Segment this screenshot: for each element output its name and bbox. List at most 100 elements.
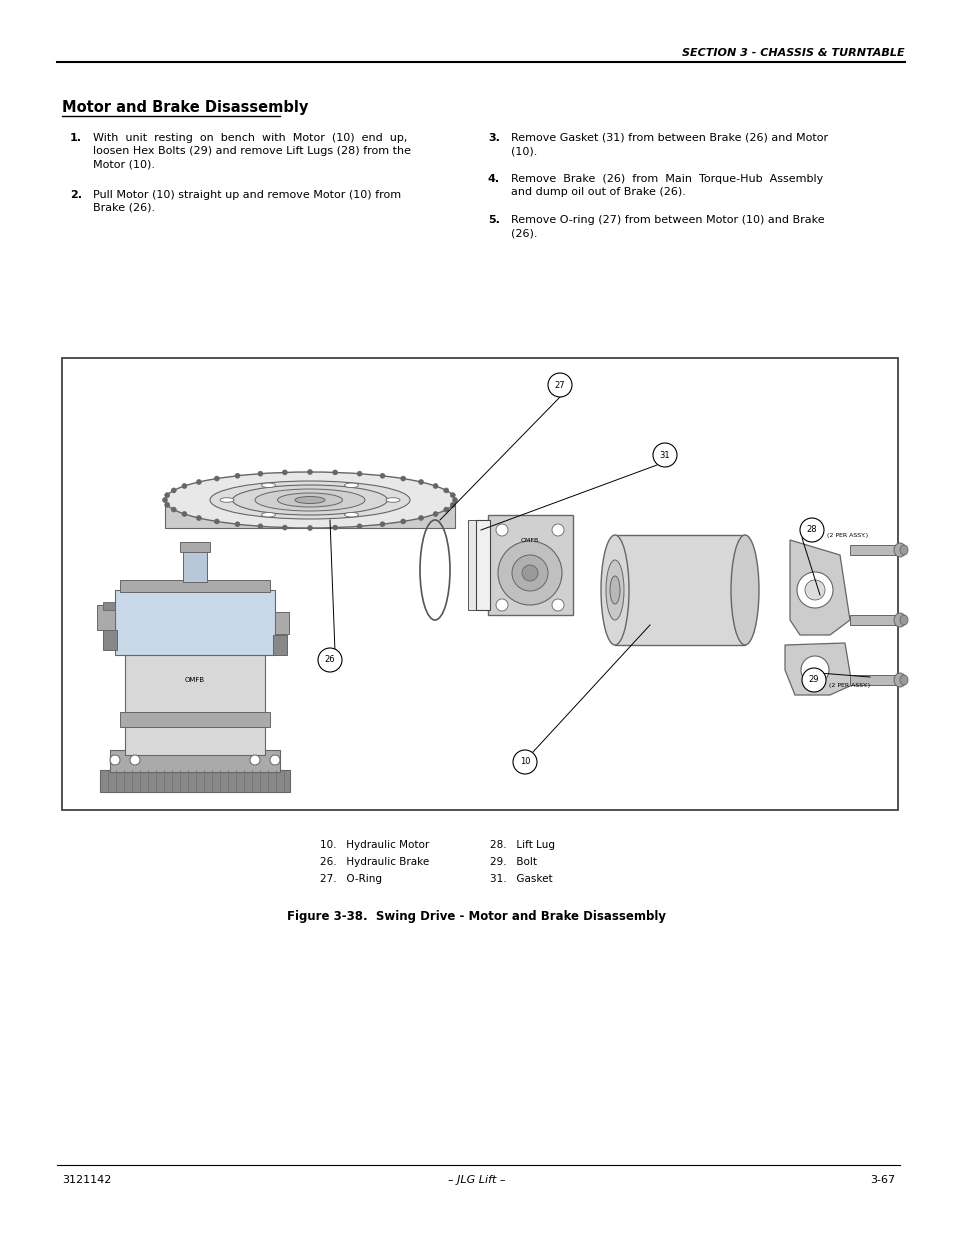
Circle shape [333, 525, 337, 530]
Circle shape [165, 493, 170, 498]
Text: 28.   Lift Lug: 28. Lift Lug [490, 840, 555, 850]
Ellipse shape [386, 498, 399, 503]
Text: 26: 26 [324, 656, 335, 664]
Bar [468, 520, 477, 610]
Ellipse shape [165, 472, 455, 529]
Circle shape [552, 599, 563, 611]
Polygon shape [784, 643, 851, 695]
Ellipse shape [899, 676, 907, 685]
Circle shape [400, 519, 405, 524]
Circle shape [172, 488, 176, 493]
Ellipse shape [344, 513, 358, 517]
Circle shape [196, 479, 201, 484]
Circle shape [182, 483, 187, 489]
Text: 29: 29 [808, 676, 819, 684]
Ellipse shape [893, 673, 905, 687]
Circle shape [433, 511, 437, 516]
Bar [62, 358, 897, 810]
Circle shape [512, 555, 547, 592]
Bar [125, 650, 265, 755]
Ellipse shape [210, 480, 410, 519]
Ellipse shape [261, 513, 275, 517]
Circle shape [804, 580, 824, 600]
Bar [849, 676, 899, 685]
Text: 1.: 1. [70, 133, 82, 143]
Text: 29.   Bolt: 29. Bolt [490, 857, 537, 867]
Circle shape [234, 473, 240, 478]
Polygon shape [789, 540, 849, 635]
Text: With  unit  resting  on  bench  with  Motor  (10)  end  up,
loosen Hex Bolts (29: With unit resting on bench with Motor (1… [92, 133, 411, 169]
Circle shape [450, 503, 455, 508]
Bar [120, 580, 270, 592]
Circle shape [307, 526, 313, 531]
Text: (2 PER ASSY.): (2 PER ASSY.) [828, 683, 869, 688]
Bar [103, 601, 115, 610]
Circle shape [400, 475, 405, 482]
Ellipse shape [261, 483, 275, 488]
Bar [115, 590, 274, 655]
Circle shape [496, 524, 507, 536]
Text: Remove  Brake  (26)  from  Main  Torque-Hub  Assembly
and dump oil out of Brake : Remove Brake (26) from Main Torque-Hub A… [511, 174, 822, 198]
Circle shape [801, 656, 828, 684]
Circle shape [450, 493, 455, 498]
Circle shape [317, 648, 341, 672]
Circle shape [801, 668, 825, 692]
Text: SECTION 3 - CHASSIS & TURNTABLE: SECTION 3 - CHASSIS & TURNTABLE [681, 48, 904, 58]
Circle shape [379, 473, 385, 478]
Bar [615, 535, 744, 645]
Text: – JLG Lift –: – JLG Lift – [448, 1174, 505, 1186]
Circle shape [307, 469, 313, 474]
Bar [100, 769, 290, 792]
Text: 3121142: 3121142 [62, 1174, 112, 1186]
Bar [849, 615, 899, 625]
Circle shape [497, 541, 561, 605]
Text: 10.   Hydraulic Motor: 10. Hydraulic Motor [319, 840, 429, 850]
Circle shape [214, 475, 219, 482]
Text: 4.: 4. [488, 174, 499, 184]
Text: Pull Motor (10) straight up and remove Motor (10) from
Brake (26).: Pull Motor (10) straight up and remove M… [92, 189, 400, 212]
Circle shape [234, 521, 240, 527]
Ellipse shape [344, 483, 358, 488]
Circle shape [182, 511, 187, 516]
Circle shape [356, 524, 362, 529]
Circle shape [496, 599, 507, 611]
Bar [849, 545, 899, 555]
Ellipse shape [609, 576, 619, 604]
Circle shape [547, 373, 572, 396]
Text: 27.   O-Ring: 27. O-Ring [319, 874, 381, 884]
Circle shape [552, 524, 563, 536]
Text: 31.   Gasket: 31. Gasket [490, 874, 552, 884]
Ellipse shape [899, 615, 907, 625]
Text: 27: 27 [554, 380, 565, 389]
Circle shape [333, 471, 337, 475]
Circle shape [250, 755, 260, 764]
Text: OMFB: OMFB [185, 677, 205, 683]
Circle shape [110, 755, 120, 764]
Circle shape [513, 750, 537, 774]
Circle shape [282, 525, 287, 530]
Ellipse shape [233, 485, 387, 515]
Circle shape [214, 519, 219, 524]
Bar [110, 750, 280, 772]
Ellipse shape [294, 496, 325, 504]
Text: Figure 3-38.  Swing Drive - Motor and Brake Disassembly: Figure 3-38. Swing Drive - Motor and Bra… [287, 910, 666, 923]
Circle shape [257, 524, 263, 529]
Circle shape [270, 755, 280, 764]
Bar [183, 550, 207, 582]
Circle shape [652, 443, 677, 467]
Circle shape [796, 572, 832, 608]
Ellipse shape [893, 613, 905, 627]
Circle shape [257, 472, 263, 477]
Text: 3.: 3. [488, 133, 499, 143]
Text: OMFB: OMFB [520, 537, 538, 542]
Bar [273, 635, 287, 655]
Circle shape [162, 498, 168, 503]
Ellipse shape [899, 545, 907, 555]
Circle shape [433, 483, 437, 489]
Text: Remove Gasket (31) from between Brake (26) and Motor
(10).: Remove Gasket (31) from between Brake (2… [511, 133, 827, 156]
Circle shape [130, 755, 140, 764]
Circle shape [443, 508, 448, 513]
Circle shape [282, 471, 287, 475]
Text: 31: 31 [659, 451, 670, 459]
Text: Motor and Brake Disassembly: Motor and Brake Disassembly [62, 100, 308, 115]
